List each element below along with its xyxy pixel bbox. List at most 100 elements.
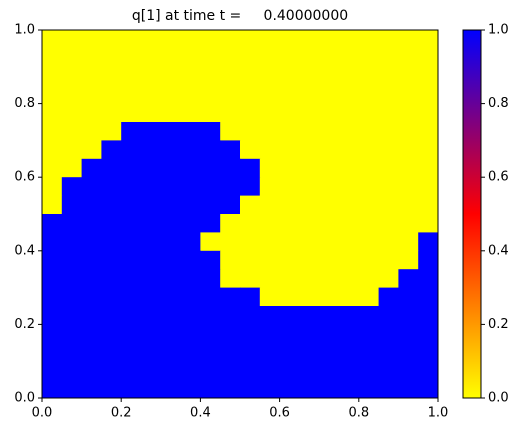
cell xyxy=(101,103,122,123)
cell xyxy=(398,250,419,270)
cell xyxy=(81,103,102,123)
cell xyxy=(299,158,320,178)
cell xyxy=(240,158,261,178)
cell xyxy=(319,48,340,68)
x-tick-label: 0.2 xyxy=(111,406,132,421)
cell xyxy=(200,48,221,68)
cell xyxy=(418,269,439,289)
cell xyxy=(299,48,320,68)
cell xyxy=(319,177,340,197)
cell xyxy=(101,30,122,49)
cell xyxy=(42,85,63,105)
cell xyxy=(180,287,201,307)
cell xyxy=(398,48,419,68)
colorbar-tick-label: 0.8 xyxy=(488,96,509,111)
cell xyxy=(398,66,419,86)
cell xyxy=(101,48,122,68)
cell xyxy=(160,158,182,178)
cell xyxy=(259,324,281,344)
cell xyxy=(418,66,439,86)
x-tick-label: 0.4 xyxy=(190,406,211,421)
cell xyxy=(121,122,142,141)
cell xyxy=(319,85,340,105)
cell xyxy=(61,30,83,49)
cell xyxy=(240,324,261,344)
cell xyxy=(220,342,241,362)
cell xyxy=(339,158,360,178)
cell xyxy=(141,122,162,141)
cell xyxy=(121,214,142,233)
cell xyxy=(61,232,83,252)
cell xyxy=(319,342,340,362)
cell xyxy=(42,122,63,141)
cell xyxy=(160,30,182,49)
cell xyxy=(418,103,439,123)
cell xyxy=(180,342,201,362)
cell xyxy=(180,379,201,399)
cell xyxy=(418,140,439,160)
cell xyxy=(81,379,102,399)
cell xyxy=(180,195,201,215)
cell xyxy=(160,122,182,141)
cell xyxy=(220,250,241,270)
cell xyxy=(240,30,261,49)
cell xyxy=(358,158,380,178)
cell xyxy=(61,379,83,399)
cell xyxy=(378,232,399,252)
cell xyxy=(378,379,399,399)
cell xyxy=(418,361,439,381)
cell xyxy=(259,342,281,362)
cell xyxy=(398,214,419,233)
cell xyxy=(200,85,221,105)
cell xyxy=(358,48,380,68)
cell xyxy=(358,30,380,49)
cell xyxy=(418,287,439,307)
cell xyxy=(61,66,83,86)
cell xyxy=(418,48,439,68)
cell xyxy=(101,140,122,160)
cell xyxy=(398,361,419,381)
cell xyxy=(141,324,162,344)
cell xyxy=(358,269,380,289)
cell xyxy=(279,48,300,68)
cell xyxy=(81,66,102,86)
cell xyxy=(81,158,102,178)
cell xyxy=(279,85,300,105)
cell xyxy=(141,195,162,215)
cell xyxy=(378,269,399,289)
cell xyxy=(61,122,83,141)
cell xyxy=(220,379,241,399)
cell xyxy=(259,48,281,68)
cell xyxy=(299,250,320,270)
cell xyxy=(418,158,439,178)
cell xyxy=(378,30,399,49)
cell xyxy=(398,158,419,178)
cell xyxy=(220,269,241,289)
cell xyxy=(339,324,360,344)
cell xyxy=(418,232,439,252)
cell xyxy=(319,269,340,289)
cell xyxy=(259,250,281,270)
cell xyxy=(279,324,300,344)
cell xyxy=(61,158,83,178)
cell xyxy=(259,158,281,178)
cell xyxy=(200,342,221,362)
cell xyxy=(358,361,380,381)
cell xyxy=(279,287,300,307)
cell xyxy=(418,30,439,49)
cell xyxy=(61,195,83,215)
cell xyxy=(121,30,142,49)
cell xyxy=(160,361,182,381)
cell xyxy=(141,66,162,86)
cell xyxy=(398,177,419,197)
cell xyxy=(101,306,122,325)
cell xyxy=(398,232,419,252)
cell xyxy=(299,103,320,123)
cell xyxy=(378,158,399,178)
cell xyxy=(61,306,83,325)
cell xyxy=(121,342,142,362)
cell xyxy=(358,140,380,160)
cell xyxy=(240,122,261,141)
cell xyxy=(358,66,380,86)
cell xyxy=(319,324,340,344)
